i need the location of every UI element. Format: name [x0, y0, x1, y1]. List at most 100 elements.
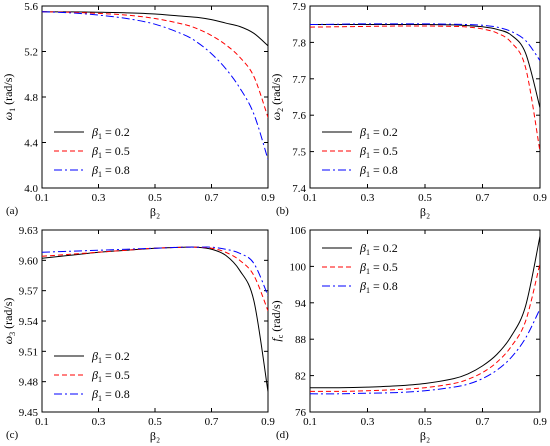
y-tick-label: 5.2: [24, 47, 38, 59]
x-tick-label: 0.1: [303, 416, 317, 428]
legend-entry: β1 = 0.2: [91, 349, 130, 365]
y-tick-label: 7.5: [292, 147, 306, 159]
series-line-0: [310, 24, 540, 109]
legend-subscript: 1: [366, 151, 370, 160]
legend-subscript: 1: [98, 132, 102, 141]
y-tick-label: 9.45: [19, 407, 39, 419]
series-line-2: [42, 11, 268, 160]
x-tick-label: 0.5: [418, 192, 432, 204]
legend-value: 0.8: [383, 279, 398, 293]
x-tick-label: 0.1: [35, 192, 49, 204]
y-tick-label: 9.57: [19, 286, 39, 298]
y-tick-label: 4.8: [24, 92, 38, 104]
legend-subscript: 1: [98, 170, 102, 179]
legend-eq: =: [102, 163, 115, 177]
legend-symbol: β: [359, 260, 366, 274]
legend-value: 0.8: [115, 163, 130, 177]
legend-subscript: 1: [98, 394, 102, 403]
legend-value: 0.8: [115, 387, 130, 401]
x-tick-label: 0.5: [418, 416, 432, 428]
legend-symbol: β: [91, 349, 98, 363]
x-tick-label: 0.1: [35, 416, 49, 428]
legend-entry: β1 = 0.8: [91, 387, 130, 403]
y-axis-label: fc (rad/s): [269, 300, 285, 341]
y-tick-label: 106: [290, 225, 307, 237]
legend-eq: =: [370, 125, 383, 139]
legend-symbol: β: [359, 125, 366, 139]
y-axis-symbol: ω: [1, 336, 15, 344]
legend-eq: =: [102, 368, 115, 382]
legend-entry: β1 = 0.5: [91, 368, 130, 384]
legend-eq: =: [370, 144, 383, 158]
plot-frame: [309, 229, 541, 413]
legend-entry: β1 = 0.5: [359, 144, 398, 160]
legend-subscript: 1: [366, 248, 370, 257]
legend-value: 0.2: [115, 349, 130, 363]
y-axis-symbol: f: [269, 337, 283, 342]
legend-symbol: β: [359, 163, 366, 177]
y-tick-label: 100: [290, 261, 307, 273]
legend-subscript: 1: [366, 286, 370, 295]
x-tick-label: 0.9: [261, 192, 275, 204]
y-tick-label: 9.54: [19, 316, 39, 328]
legend-symbol: β: [91, 368, 98, 382]
series-line-2: [310, 23, 540, 61]
y-axis-subscript: 3: [8, 332, 17, 336]
y-tick-label: 9.60: [19, 255, 39, 267]
plot-frame: [41, 5, 269, 189]
legend-entry: β1 = 0.5: [359, 260, 398, 276]
legend-eq: =: [102, 144, 115, 158]
legend-entry: β1 = 0.8: [359, 279, 398, 295]
legend-eq: =: [102, 349, 115, 363]
x-tick-label: 0.7: [476, 192, 490, 204]
chart-panel-3: 0.1 0.3 0.5 0.7 0.9 76 82 88 94 100 106 β₂ fc (rad/s…: [269, 225, 547, 443]
legend-subscript: 1: [366, 267, 370, 276]
x-axis-label: β₂: [150, 205, 160, 219]
legend-entry: β1 = 0.8: [91, 163, 130, 179]
y-tick-label: 7.4: [292, 183, 306, 195]
y-tick-label: 9.51: [19, 346, 38, 358]
legend-symbol: β: [359, 279, 366, 293]
y-axis-subscript: 1: [8, 108, 17, 112]
x-tick-label: 0.7: [205, 192, 219, 204]
y-tick-label: 7.6: [292, 110, 306, 122]
y-axis-unit: (rad/s): [1, 74, 15, 108]
x-axis-label: β₂: [420, 429, 430, 443]
legend-subscript: 1: [366, 132, 370, 141]
chart-panel-1: 0.1 0.3 0.5 0.7 0.9 7.4 7.5 7.6 7.7 7.8 7.9 β₂ ω2 (r…: [269, 1, 547, 219]
legend-eq: =: [370, 163, 383, 177]
y-tick-label: 7.9: [292, 1, 306, 13]
legend-symbol: β: [91, 387, 98, 401]
legend-value: 0.5: [383, 144, 398, 158]
y-tick-label: 76: [295, 407, 307, 419]
x-tick-label: 0.7: [476, 416, 490, 428]
legend-symbol: β: [91, 144, 98, 158]
y-tick-label: 94: [295, 298, 307, 310]
legend-value: 0.2: [115, 125, 130, 139]
panel-label: (b): [276, 205, 289, 217]
y-axis-subscript: c: [276, 334, 285, 338]
legend-entry: β1 = 0.2: [359, 241, 398, 257]
x-tick-label: 0.1: [303, 192, 317, 204]
series-line-0: [42, 246, 268, 392]
legend-entry: β1 = 0.8: [359, 163, 398, 179]
y-tick-label: 4.0: [24, 183, 38, 195]
x-tick-label: 0.9: [533, 192, 547, 204]
legend-subscript: 1: [366, 170, 370, 179]
x-tick-label: 0.3: [361, 192, 375, 204]
y-tick-label: 88: [295, 334, 307, 346]
legend-eq: =: [370, 279, 383, 293]
y-tick-label: 7.8: [292, 37, 306, 49]
legend-subscript: 1: [98, 151, 102, 160]
legend-eq: =: [370, 260, 383, 274]
legend-value: 0.5: [115, 144, 130, 158]
y-axis-symbol: ω: [1, 112, 15, 120]
x-tick-label: 0.9: [261, 416, 275, 428]
series-line-0: [42, 11, 268, 47]
series-line-2: [310, 308, 540, 395]
legend-value: 0.8: [383, 163, 398, 177]
y-axis-unit: (rad/s): [1, 298, 15, 332]
legend-eq: =: [102, 125, 115, 139]
y-tick-label: 9.48: [19, 377, 39, 389]
